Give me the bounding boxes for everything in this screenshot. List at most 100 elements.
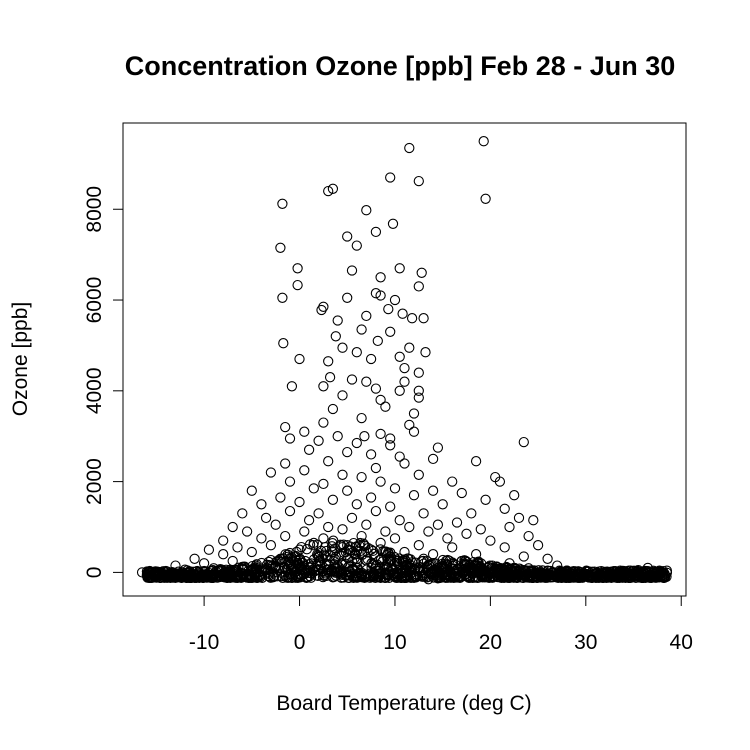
data-point	[356, 324, 367, 335]
y-tick-label: 0	[83, 567, 106, 579]
data-point	[375, 272, 386, 283]
data-point	[342, 231, 353, 242]
x-axis: -10 0 10 20 30 40	[189, 595, 693, 654]
data-point	[434, 571, 445, 583]
data-point	[380, 401, 391, 412]
data-point	[227, 555, 238, 567]
data-point	[330, 331, 341, 342]
data-point	[385, 433, 396, 444]
data-point	[614, 567, 625, 578]
y-tick-label: 2000	[83, 458, 106, 505]
y-axis: 0 2000 4000 6000 8000	[83, 186, 124, 579]
data-point	[313, 551, 324, 562]
data-point	[342, 485, 353, 496]
data-point	[410, 562, 421, 573]
plot-frame	[122, 122, 687, 597]
data-point	[385, 326, 396, 337]
data-point	[248, 566, 259, 577]
data-point	[201, 572, 212, 583]
data-point	[215, 564, 226, 575]
data-point	[599, 566, 611, 578]
data-point	[437, 560, 448, 572]
data-point	[404, 142, 415, 154]
data-point	[337, 390, 348, 401]
data-point	[343, 569, 354, 581]
data-point	[260, 512, 272, 524]
data-point	[218, 535, 229, 546]
data-point	[359, 431, 370, 442]
data-point	[203, 544, 215, 555]
data-point	[615, 565, 626, 576]
data-point	[427, 453, 439, 465]
data-point	[351, 553, 362, 564]
data-point	[329, 543, 341, 554]
data-point	[275, 242, 286, 253]
data-point	[389, 294, 401, 306]
data-point	[383, 303, 394, 315]
data-point	[389, 483, 401, 494]
data-point	[391, 557, 403, 569]
data-point	[642, 562, 653, 574]
data-point	[280, 421, 291, 433]
data-point	[277, 572, 288, 583]
data-point	[385, 551, 396, 562]
data-point	[404, 419, 415, 431]
data-point	[356, 471, 367, 483]
data-point	[385, 172, 396, 183]
data-point	[472, 565, 483, 576]
data-point	[308, 483, 319, 494]
data-point	[442, 533, 453, 544]
data-point	[324, 564, 335, 575]
data-point	[394, 451, 405, 462]
data-point	[303, 515, 315, 526]
y-axis-label: Ozone [ppb]	[9, 302, 32, 416]
data-point	[413, 385, 424, 396]
data-point	[523, 530, 534, 542]
data-point	[618, 565, 630, 577]
data-point	[399, 376, 410, 387]
data-point	[370, 226, 382, 238]
data-point	[372, 335, 383, 347]
data-point	[327, 403, 339, 415]
data-point	[375, 394, 386, 406]
data-point	[480, 193, 491, 204]
data-point	[628, 565, 640, 576]
data-point	[299, 526, 310, 537]
data-point	[370, 288, 382, 299]
data-point	[323, 456, 334, 467]
data-point	[413, 175, 424, 187]
x-tick-label: 10	[383, 631, 406, 654]
data-point	[418, 313, 429, 324]
data-point	[367, 545, 379, 557]
data-point	[518, 436, 529, 448]
data-point	[413, 469, 424, 480]
data-point	[494, 476, 506, 487]
data-point	[313, 508, 324, 519]
data-point	[661, 567, 673, 578]
data-point	[437, 499, 448, 510]
data-point	[480, 571, 492, 582]
data-point	[170, 560, 181, 571]
data-point	[399, 362, 410, 374]
data-point	[475, 561, 486, 573]
data-point	[332, 431, 343, 442]
data-point	[404, 559, 415, 570]
data-point	[542, 553, 553, 564]
data-point	[466, 508, 477, 519]
data-point	[299, 465, 310, 476]
y-tick-label: 8000	[83, 186, 106, 233]
data-point	[338, 572, 349, 583]
data-point	[394, 263, 405, 274]
data-point	[580, 566, 591, 577]
data-point	[504, 558, 515, 569]
data-point	[505, 563, 516, 574]
data-points	[136, 136, 673, 585]
data-point	[305, 572, 317, 583]
data-point	[515, 567, 527, 578]
data-point	[284, 476, 296, 487]
data-point	[317, 571, 329, 583]
data-point	[270, 519, 281, 530]
data-point	[370, 462, 382, 474]
data-point	[179, 564, 191, 575]
data-point	[526, 570, 537, 581]
